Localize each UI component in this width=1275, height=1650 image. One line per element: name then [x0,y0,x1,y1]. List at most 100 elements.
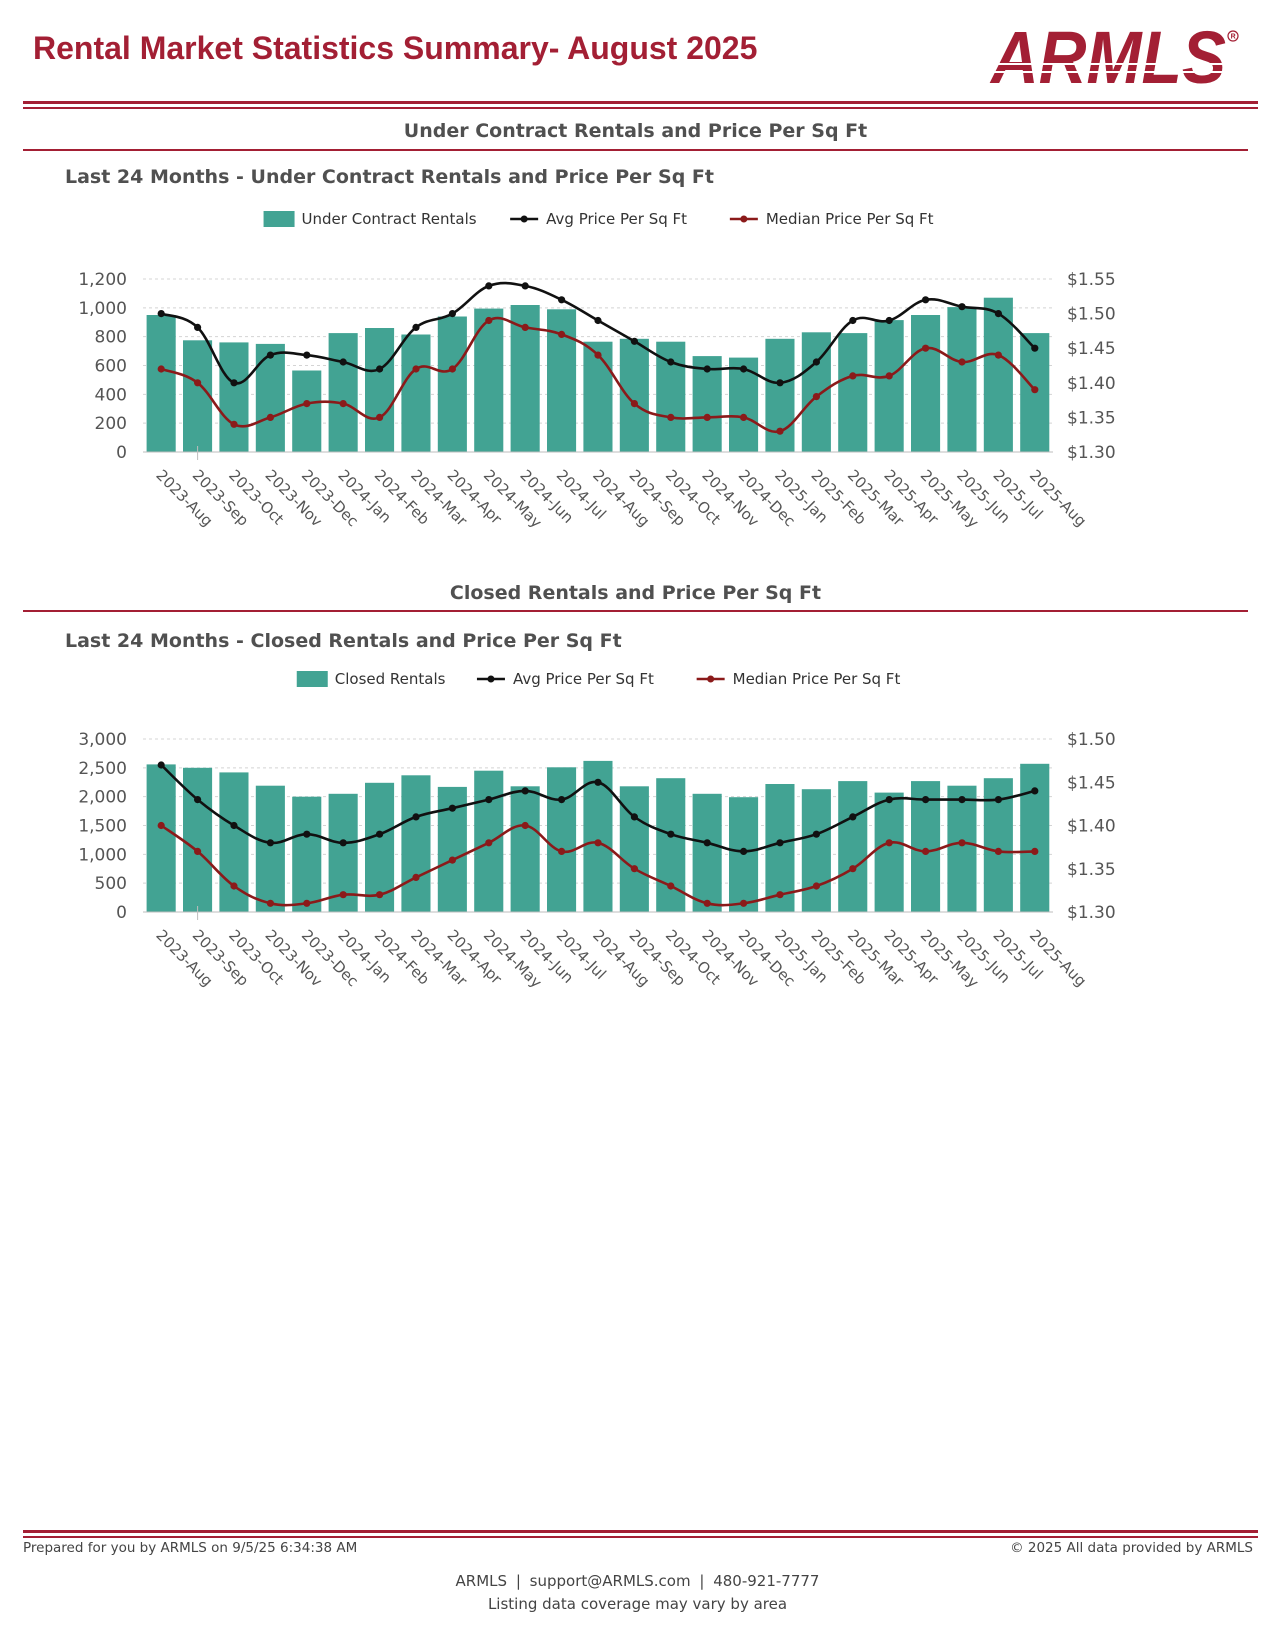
data-point [521,787,529,795]
data-point [667,882,675,890]
data-point [194,796,202,804]
closed-chart: Closed Rentals Avg Price Per Sq Ft Median … [78,670,1116,992]
data-point [885,316,893,325]
bar [255,343,285,452]
legend-label: Avg Price Per Sq Ft [546,210,687,228]
footer-divider [23,1530,1258,1538]
data-point [339,358,347,366]
data-point [194,323,202,331]
y-right-tick-label: $1.50 [1067,305,1116,325]
data-point [558,330,566,338]
data-point [703,413,711,421]
bar [765,338,795,452]
data-point [230,882,238,890]
bar [765,784,795,912]
y-left-tick-label: 0 [116,443,127,463]
legend-swatch-marker [740,215,748,223]
data-point [812,358,821,366]
data-point [485,796,493,804]
data-point [521,821,529,830]
data-point [849,372,857,380]
bar [692,793,722,912]
legend-swatch-marker [707,675,715,683]
data-point [230,379,238,387]
data-point [885,796,893,804]
y-right-tick-label: $1.40 [1067,817,1116,837]
data-point [448,804,456,812]
bar [219,342,249,452]
y-right-tick-label: $1.55 [1067,270,1116,290]
y-right-tick-label: $1.50 [1067,730,1116,750]
data-point [849,316,857,325]
data-point [740,413,748,421]
bar [510,786,540,912]
data-point [994,847,1003,855]
data-point [594,839,602,847]
legend-label: Median Price Per Sq Ft [766,210,934,228]
support-email-link[interactable]: support@ARMLS.com [529,1572,691,1590]
legend-swatch-bar [296,671,328,687]
data-point [594,316,602,325]
data-point [485,282,493,290]
data-point [958,839,966,847]
bar [365,328,395,452]
data-point [266,839,274,847]
y-right-tick-label: $1.40 [1067,374,1116,394]
data-point [703,839,711,847]
data-point [994,796,1003,804]
data-point [849,813,857,821]
legend-label: Avg Price Per Sq Ft [513,670,654,688]
y-left-tick-label: 2,000 [78,788,127,808]
y-right-tick-label: $1.45 [1067,773,1116,793]
data-point [339,400,347,408]
data-point [558,796,566,804]
copyright-text: © 2025 All data provided by ARMLS [1010,1540,1253,1556]
y-right-tick-label: $1.45 [1067,339,1116,359]
bar [583,341,613,452]
bar [401,334,431,452]
data-point [885,839,893,847]
data-point [157,821,165,830]
contact-line: ARMLS | support@ARMLS.com | 480-921-7777 [0,1572,1275,1590]
y-right-tick-label: $1.30 [1067,903,1116,923]
bar [874,320,904,452]
data-point [740,847,748,855]
chart-legend: Closed Rentals Avg Price Per Sq Ft Median … [296,670,901,688]
y-left-tick-label: 3,000 [78,730,127,750]
data-point [266,899,274,907]
data-point [776,379,784,387]
section-title-under-contract: Under Contract Rentals and Price Per Sq … [403,120,868,142]
y-right-tick-label: $1.35 [1067,860,1116,880]
report-title: Rental Market Statistics Summary- August… [33,30,758,66]
y-right-tick-label: $1.30 [1067,443,1116,463]
data-point [922,296,930,304]
data-point [812,882,821,890]
data-point [776,839,784,847]
data-point [303,351,311,359]
data-point [703,899,711,907]
data-point [994,310,1003,318]
data-point [922,796,930,804]
legend-label: Median Price Per Sq Ft [733,670,901,688]
data-point [630,865,639,873]
data-point [885,372,893,380]
legend-swatch-marker [487,675,495,683]
bar [874,792,904,912]
data-point [266,413,274,421]
bar [547,767,577,912]
header-divider [23,101,1258,109]
bar [838,781,868,912]
data-point [157,761,165,769]
data-point [667,413,675,421]
bar [255,785,285,912]
data-point [448,856,456,864]
bar [1020,763,1050,912]
bar [947,785,977,912]
data-point [922,847,930,855]
data-point [303,400,311,408]
data-point [849,865,857,873]
separator: | [515,1572,521,1590]
armls-logo: ARMLS R [985,26,1239,92]
data-point [812,830,821,838]
coverage-note: Listing data coverage may vary by area [487,1595,788,1613]
